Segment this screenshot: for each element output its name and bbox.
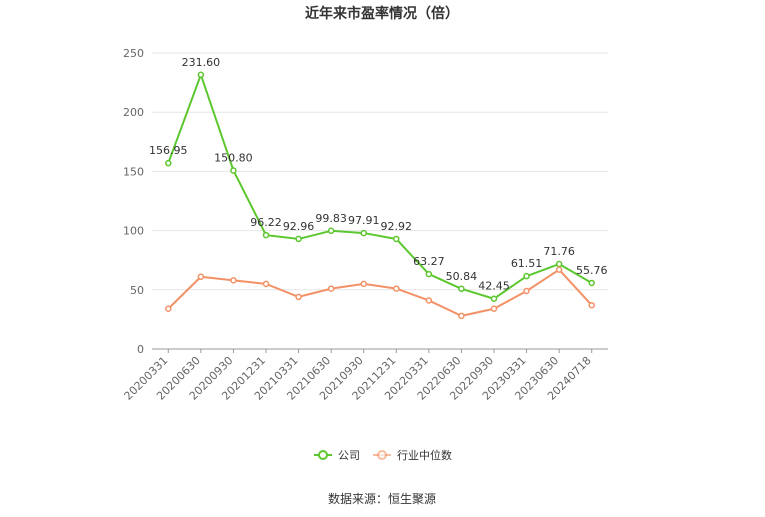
data-point: [262, 280, 270, 288]
series-line: [167, 73, 593, 300]
data-point: [360, 280, 367, 288]
data-point: [262, 231, 270, 239]
y-tick-label: 150: [123, 165, 144, 178]
data-label: 92.96: [283, 220, 315, 233]
data-point: [588, 279, 595, 287]
chart-title: 近年来市盈率情况（倍）: [305, 5, 459, 22]
source-note: 数据来源：恒生聚源: [328, 491, 436, 506]
data-point: [393, 235, 400, 243]
data-point: [295, 293, 302, 301]
data-point: [393, 285, 400, 292]
data-point: [327, 227, 335, 235]
data-point: [165, 305, 172, 312]
data-point: [523, 272, 530, 280]
data-label: 150.80: [214, 151, 253, 164]
data-point: [230, 277, 237, 284]
data-label: 231.60: [182, 56, 221, 69]
data-point: [425, 297, 433, 304]
data-label: 156.95: [149, 144, 188, 157]
data-point: [458, 285, 465, 293]
legend-swatch-marker: [377, 450, 387, 460]
data-point: [197, 273, 205, 281]
y-tick-label: 100: [123, 225, 144, 238]
data-point: [523, 287, 530, 295]
data-point: [555, 266, 563, 273]
grid: [152, 52, 608, 291]
data-label: 50.84: [446, 270, 478, 283]
data-label: 97.91: [348, 214, 380, 227]
y-tick-label: 50: [130, 284, 144, 297]
data-point: [295, 235, 302, 243]
data-point: [458, 312, 465, 320]
legend-swatch-marker: [318, 450, 328, 460]
data-label: 61.51: [511, 257, 543, 270]
legend-label: 行业中位数: [397, 448, 452, 462]
legend: 公司 行业中位数: [314, 448, 452, 462]
data-point: [490, 305, 498, 312]
y-tick-label: 250: [123, 47, 144, 60]
data-point: [230, 167, 237, 174]
data-point: [588, 301, 595, 309]
data-point: [490, 295, 498, 302]
data-label: 71.76: [543, 245, 575, 258]
data-point: [327, 285, 335, 292]
data-point: [425, 270, 433, 278]
data-label: 99.83: [315, 212, 347, 225]
data-label: 92.92: [381, 220, 413, 233]
y-tick-label: 200: [123, 106, 144, 119]
data-label: 42.45: [478, 280, 510, 293]
data-point: [360, 229, 367, 237]
data-point: [555, 260, 563, 268]
series-line: [167, 268, 593, 317]
series-layer: [165, 71, 595, 320]
data-label: 63.27: [413, 255, 445, 268]
legend-label: 公司: [338, 449, 360, 462]
data-label: 96.22: [250, 216, 282, 229]
data-point: [165, 159, 172, 167]
data-point: [197, 71, 205, 79]
y-tick-label: 0: [137, 343, 144, 356]
data-label: 55.76: [576, 264, 608, 277]
